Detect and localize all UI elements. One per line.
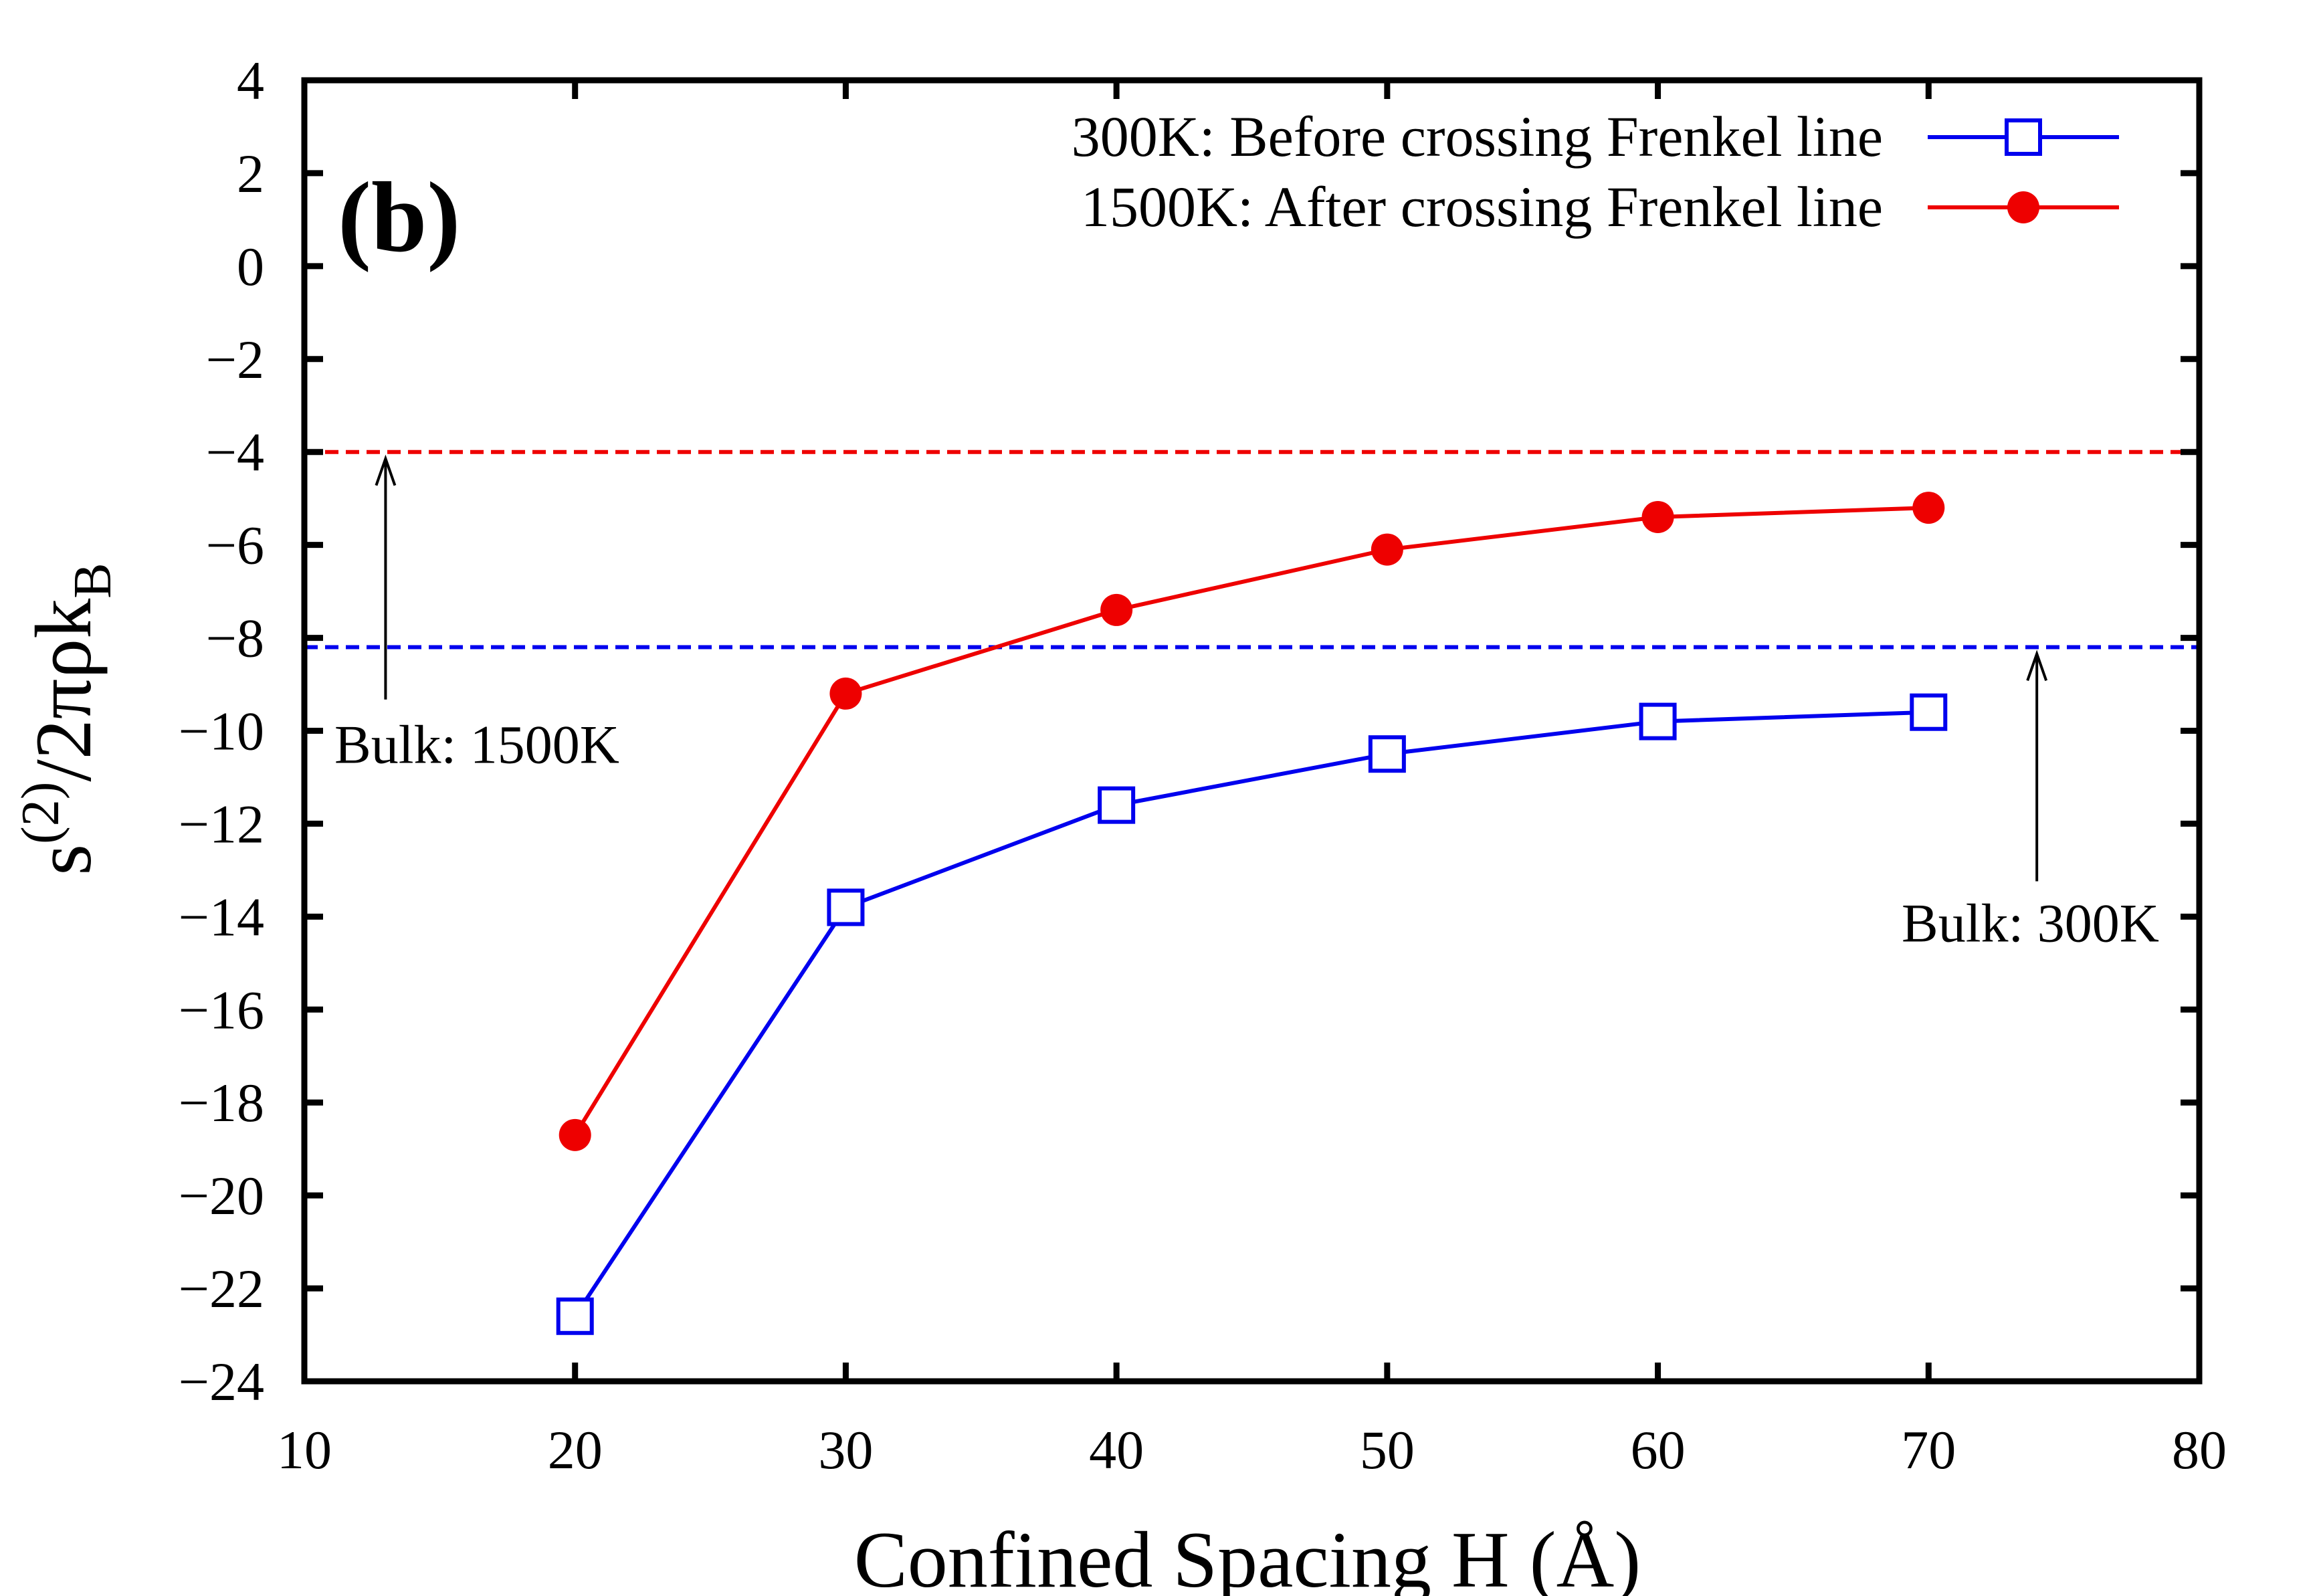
- y-axis-title-base: s: [19, 844, 108, 876]
- data-point-1-4: [1641, 500, 1674, 533]
- y-tick-label-3: −18: [179, 1072, 264, 1133]
- y-axis-title-mid: /2πρk: [19, 599, 108, 782]
- data-point-0-0: [556, 1297, 594, 1335]
- data-point-0-1: [827, 888, 865, 926]
- legend-label-0: 300K: Before crossing Frenkel line: [1072, 104, 1883, 169]
- x-tick-label-6: 70: [1901, 1419, 1956, 1480]
- data-point-1-0: [559, 1118, 591, 1151]
- data-point-1-5: [1912, 492, 1945, 524]
- data-point-0-5: [1910, 693, 1948, 731]
- y-tick-label-4: −16: [179, 979, 264, 1040]
- data-point-1-1: [829, 677, 862, 710]
- y-tick-label-11: −2: [206, 329, 264, 390]
- annotations: Bulk: 1500K Bulk: 300K: [334, 454, 2159, 953]
- x-axis-title: Confined Spacing H (Å): [854, 1515, 1641, 1596]
- y-tick-label-10: −4: [206, 422, 264, 483]
- x-tick-label-5: 60: [1631, 1419, 1686, 1480]
- data-point-0-2: [1098, 786, 1136, 824]
- series-0: [556, 693, 1948, 1335]
- y-tick-label-13: 2: [237, 143, 264, 204]
- x-tick-label-7: 80: [2172, 1419, 2227, 1480]
- x-tick-label-1: 20: [548, 1419, 603, 1480]
- data-point-0-4: [1639, 702, 1677, 740]
- y-tick-label-6: −12: [179, 793, 264, 854]
- legend-label-1: 1500K: After crossing Frenkel line: [1081, 175, 1883, 239]
- series-line-1: [573, 506, 1929, 1136]
- reference-lines: [304, 450, 2199, 650]
- legend-marker-1: [2007, 191, 2039, 223]
- x-tick-label-3: 40: [1089, 1419, 1144, 1480]
- data-point-1-3: [1371, 533, 1403, 566]
- y-axis-title: s(2)/2πρkB: [11, 563, 122, 875]
- x-tick-label-4: 50: [1360, 1419, 1415, 1480]
- y-tick-label-9: −6: [206, 515, 264, 576]
- x-tick-label-2: 30: [818, 1419, 873, 1480]
- panel-label: (b): [338, 162, 460, 273]
- x-tick-label-0: 10: [277, 1419, 332, 1480]
- plot-frame: [301, 77, 2203, 1385]
- annotation-arrow-head-0: [375, 454, 397, 486]
- y-tick-label-2: −20: [179, 1165, 264, 1226]
- y-tick-label-7: −10: [179, 701, 264, 762]
- annotation-arrow-head-1: [2026, 650, 2048, 682]
- data-point-1-2: [1100, 593, 1133, 626]
- y-tick-label-5: −14: [179, 886, 264, 947]
- y-tick-label-0: −24: [179, 1351, 264, 1412]
- legend: 300K: Before crossing Frenkel line1500K:…: [1072, 104, 2119, 239]
- y-tick-label-12: 0: [237, 236, 264, 297]
- y-axis-title-superscript: (2): [11, 782, 70, 844]
- y-tick-label-8: −8: [206, 608, 264, 669]
- legend-marker-0: [2005, 118, 2042, 156]
- data-point-0-3: [1368, 735, 1406, 773]
- series-1: [559, 492, 1945, 1151]
- series-layer: [556, 492, 1948, 1335]
- annotation-label-0: Bulk: 1500K: [334, 714, 619, 775]
- series-line-0: [573, 710, 1929, 1318]
- y-tick-label-1: −22: [179, 1258, 264, 1319]
- y-axis-title-subscript: B: [64, 563, 122, 598]
- annotation-label-1: Bulk: 300K: [1902, 892, 2159, 953]
- y-tick-label-14: 4: [237, 50, 264, 111]
